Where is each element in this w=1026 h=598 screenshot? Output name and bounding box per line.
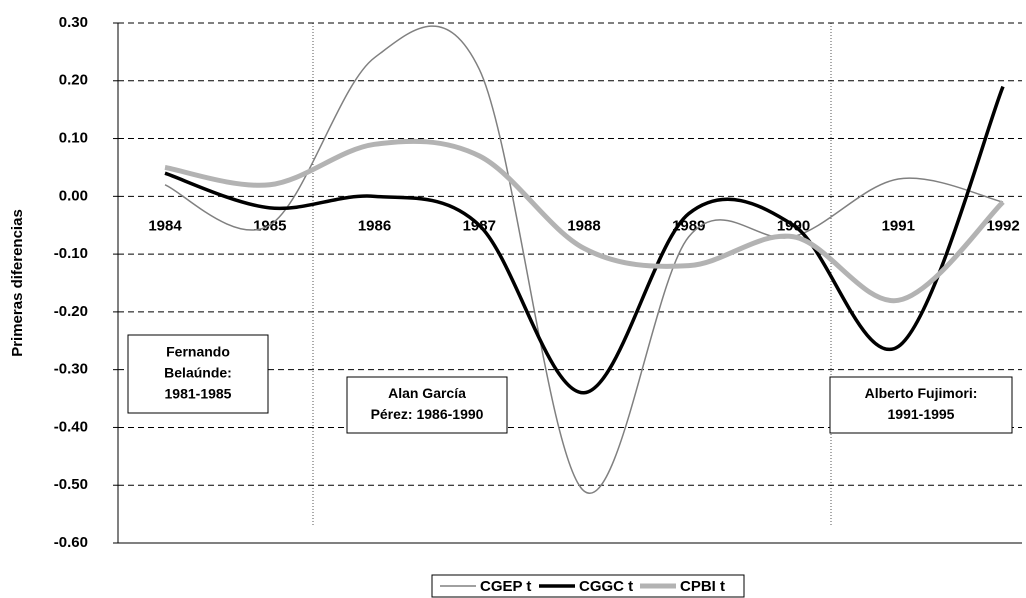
legend-label: CPBI t [680,578,725,595]
x-tick-label: 1986 [358,217,391,234]
legend-label: CGEP t [480,578,531,595]
series-line [164,85,1005,395]
y-tick-label: -0.20 [54,303,88,320]
annotation-text: 1991-1995 [888,406,955,422]
series-line [164,25,1004,495]
y-tick-label: 0.20 [59,72,88,89]
y-tick-label: -0.30 [54,361,88,378]
y-tick-label: -0.60 [54,534,88,551]
x-tick-label: 1992 [986,217,1019,234]
y-tick-label: -0.50 [54,476,88,493]
y-tick-label: 0.00 [59,187,88,204]
annotation-text: Fernando [166,344,230,360]
x-tick-label: 1984 [148,217,182,234]
series-line [164,138,1005,303]
annotation-box [829,376,1013,434]
annotation-text: Alberto Fujimori: [865,385,978,401]
x-tick-label: 1991 [882,217,915,234]
y-axis-label: Primeras diferencias [9,209,26,357]
annotation-text: Pérez: 1986-1990 [371,406,484,422]
legend-box [431,574,745,598]
annotation-text: Alan García [388,385,466,401]
annotation-box [127,334,269,414]
x-tick-label: 1988 [567,217,600,234]
y-tick-label: -0.40 [54,418,88,435]
annotation-text: 1981-1985 [165,386,232,402]
annotation-text: Belaúnde: [164,365,232,381]
y-tick-label: 0.10 [59,130,88,147]
annotation-box [346,376,508,434]
y-tick-label: 0.30 [59,14,88,31]
legend-label: CGGC t [579,578,633,595]
y-tick-label: -0.10 [54,245,88,262]
